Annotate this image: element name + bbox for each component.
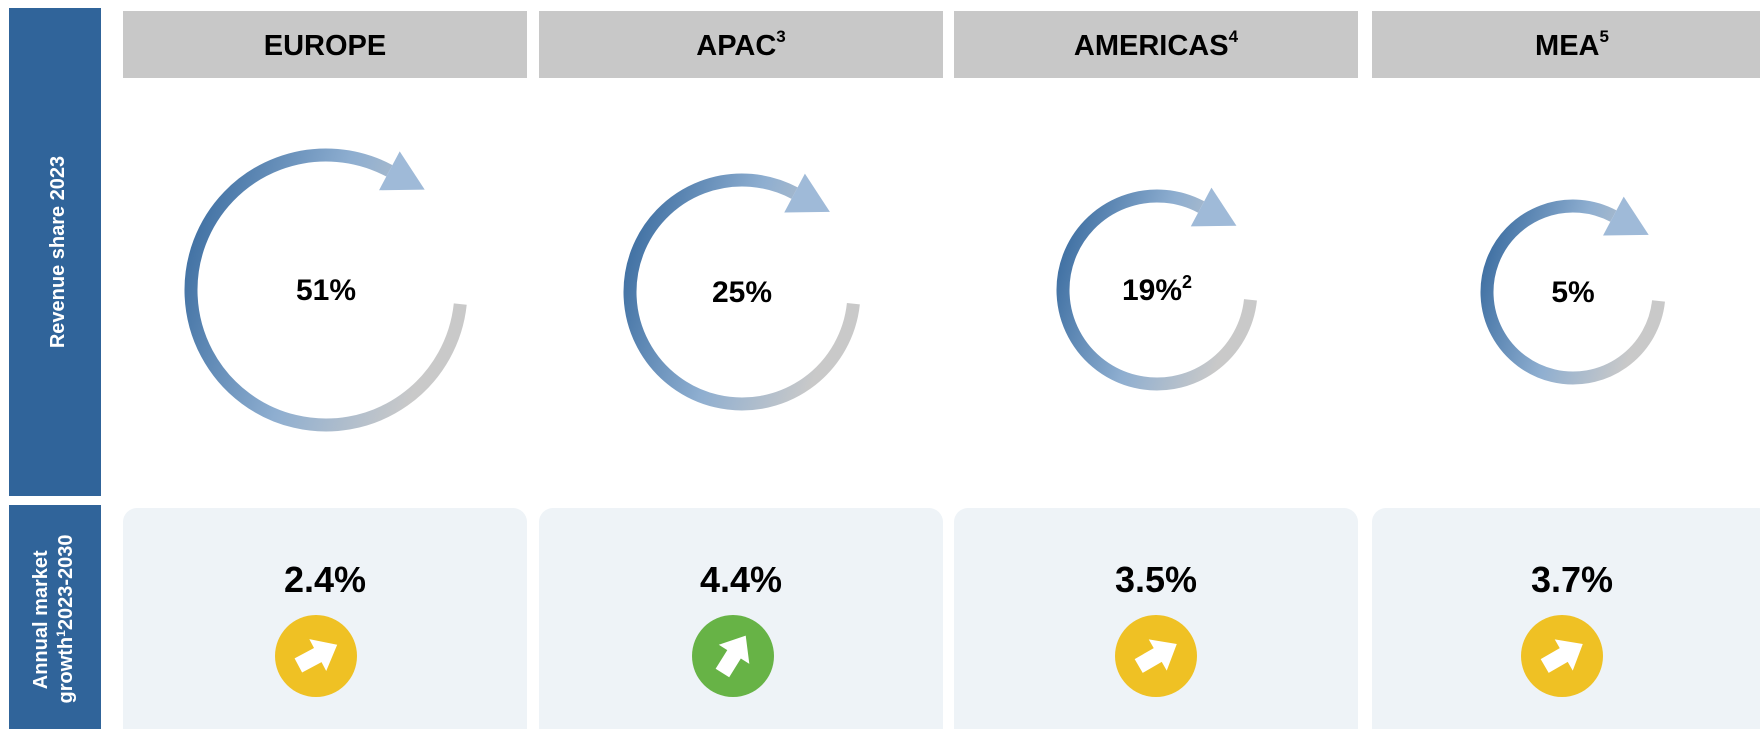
- ring-arrowhead: [1190, 187, 1237, 227]
- region-name: EUROPE: [264, 30, 386, 62]
- ring-arrowhead: [784, 173, 830, 213]
- share-value: 5%: [1551, 276, 1594, 309]
- ring: [1480, 199, 1665, 385]
- region-header-bg: [539, 11, 943, 78]
- region-header-bg: [123, 11, 527, 78]
- ring: [184, 148, 467, 432]
- ring-arrowhead: [379, 151, 425, 191]
- row-header-bg: [9, 8, 101, 496]
- region-header-bg: [1372, 11, 1760, 78]
- region-header: EUROPE: [264, 30, 386, 62]
- ring: [1056, 189, 1257, 391]
- trend-arrow: [294, 639, 338, 673]
- row-label-word: 2023-2030: [55, 535, 77, 631]
- row-label: Revenue share 2023: [47, 156, 69, 348]
- share-value: 25%: [712, 276, 772, 309]
- revenue-share: 19%2: [1122, 272, 1192, 307]
- trend-arrow: [1540, 639, 1583, 673]
- trend-arrow: [715, 635, 750, 678]
- growth-value: 2.4%: [284, 559, 366, 600]
- ring-arrowhead: [1603, 196, 1649, 236]
- region-header: AMERICAS4: [1074, 27, 1239, 62]
- row-header-bg: [9, 505, 101, 729]
- region-name: APAC: [696, 30, 776, 62]
- row-label-line: growth12023-2030: [54, 535, 77, 704]
- region-header: APAC3: [696, 27, 786, 62]
- revenue-share: 25%: [712, 276, 772, 309]
- row-label-line: Annual market: [30, 550, 52, 689]
- share-value: 19%: [1122, 274, 1182, 307]
- region-name: AMERICAS: [1074, 30, 1229, 62]
- growth-value: 3.5%: [1115, 559, 1197, 600]
- region-header: MEA5: [1535, 27, 1609, 62]
- region-name: MEA: [1535, 30, 1600, 62]
- revenue-share: 5%: [1551, 276, 1594, 309]
- growth-value: 4.4%: [700, 559, 782, 600]
- revenue-share: 51%: [296, 274, 356, 307]
- footnote: 4: [1229, 27, 1239, 46]
- row-label: Annual market growth12023-2030: [30, 535, 77, 704]
- growth-value: 3.7%: [1531, 559, 1613, 600]
- footnote: 3: [776, 27, 785, 46]
- ring: [623, 173, 860, 411]
- share-value: 51%: [296, 274, 356, 307]
- region-header-bg: [954, 11, 1358, 78]
- trend-arrow: [1134, 639, 1177, 673]
- footnote: 5: [1599, 27, 1608, 46]
- row-label-word: growth: [55, 637, 77, 704]
- footnote: 1: [54, 630, 68, 637]
- footnote: 2: [1182, 272, 1192, 292]
